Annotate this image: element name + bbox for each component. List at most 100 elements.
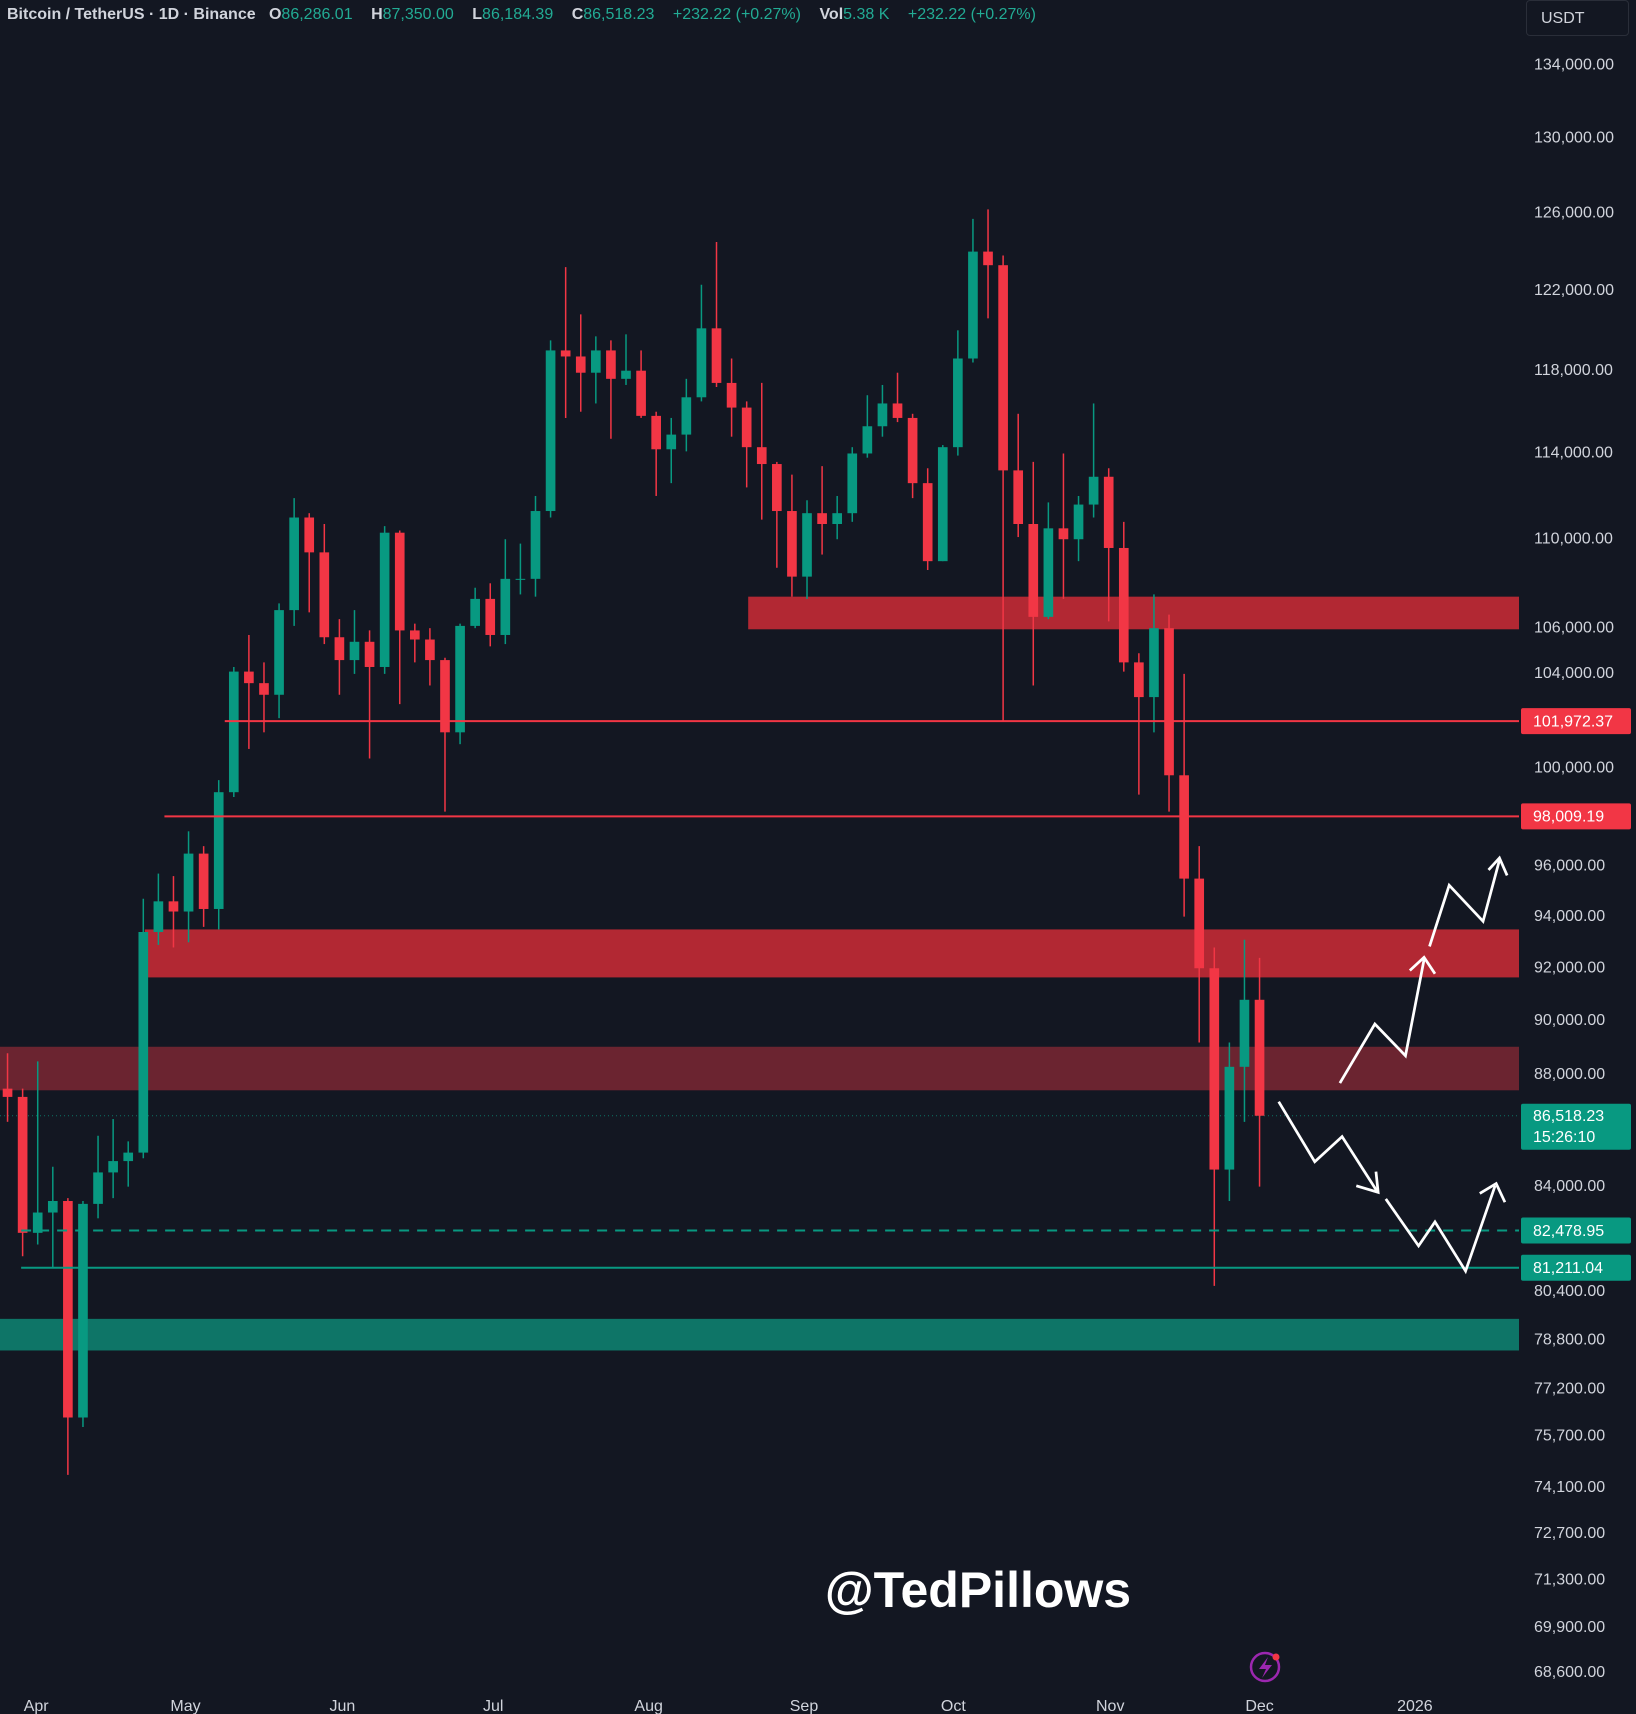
candle-body	[575, 356, 586, 373]
candle-body	[78, 1203, 88, 1418]
candle-body	[47, 1201, 58, 1213]
x-tick-label: Apr	[24, 1698, 50, 1714]
x-tick-label: Nov	[1096, 1698, 1124, 1714]
lightning-icon[interactable]	[1249, 1651, 1281, 1683]
candle-body	[907, 417, 918, 484]
low: 86,184.39	[482, 6, 554, 23]
candle-body	[696, 328, 707, 398]
candle-body	[425, 639, 435, 661]
candle-body	[1164, 628, 1174, 776]
x-tick-label: Aug	[634, 1698, 662, 1714]
arrow-head	[1487, 855, 1509, 876]
candle-body	[937, 447, 948, 562]
y-tick-label: 114,000.00	[1534, 445, 1613, 462]
y-tick-label: 71,300.00	[1534, 1571, 1605, 1588]
x-tick-label: Jul	[483, 1698, 503, 1714]
y-tick-label: 68,600.00	[1534, 1664, 1605, 1681]
candle-body	[1088, 476, 1099, 505]
candle-body	[1103, 476, 1114, 548]
x-tick-label: 2026	[1397, 1698, 1433, 1714]
open-label: O	[268, 6, 282, 23]
candle-body	[892, 403, 903, 418]
candle-body	[651, 415, 661, 450]
candle-body	[953, 358, 963, 448]
price-badge	[1521, 803, 1631, 830]
candle-body	[1073, 504, 1084, 540]
candle-body	[2, 1088, 13, 1097]
candle-body	[606, 350, 616, 379]
candle-body	[1013, 470, 1024, 525]
candle-body	[621, 370, 631, 379]
y-tick-label: 78,800.00	[1534, 1331, 1605, 1348]
vol-change: +232.22 (+0.27%)	[907, 6, 1036, 23]
candle-body	[681, 397, 692, 435]
y-tick-label: 94,000.00	[1534, 908, 1605, 925]
candle-body	[409, 630, 420, 640]
y-tick-label: 90,000.00	[1534, 1012, 1605, 1029]
last-price-label: 86,518.23	[1533, 1108, 1604, 1125]
forecast-arrows	[1277, 855, 1509, 1275]
candle-body	[1254, 999, 1265, 1116]
candle-body	[228, 671, 239, 793]
y-tick-label: 84,000.00	[1534, 1178, 1605, 1195]
candle-body	[485, 598, 496, 635]
candle-body	[455, 625, 465, 733]
candle-body	[983, 251, 993, 266]
price-badge-label: 82,478.95	[1533, 1223, 1604, 1240]
candle-body	[515, 578, 526, 580]
candle-body	[560, 350, 571, 357]
currency-button[interactable]: USDT	[1526, 0, 1629, 36]
last-price-badge	[1521, 1103, 1631, 1150]
candle-body	[862, 426, 873, 454]
y-tick-label: 122,000.00	[1534, 282, 1614, 299]
candle-body	[1194, 878, 1205, 969]
y-tick-label: 134,000.00	[1534, 57, 1614, 74]
candle-body	[832, 513, 843, 525]
y-tick-label: 126,000.00	[1534, 204, 1614, 221]
zone	[748, 596, 1519, 630]
candle-body	[470, 598, 480, 626]
vol: 5.38 K	[843, 6, 890, 23]
candle-body	[847, 453, 858, 514]
candle-body	[334, 637, 345, 661]
y-tick-label: 75,700.00	[1534, 1428, 1605, 1445]
candle-body	[1149, 628, 1159, 698]
change: +232.22 (+0.27%)	[672, 6, 801, 23]
symbol[interactable]: Bitcoin / TetherUS · 1D · Binance	[7, 6, 256, 23]
low-label: L	[472, 6, 483, 23]
candle-body	[1118, 547, 1129, 663]
open: 86,286.01	[281, 6, 353, 23]
candle-body	[1209, 968, 1220, 1170]
arrow-head	[1408, 955, 1437, 975]
high: 87,350.00	[382, 6, 454, 23]
y-tick-label: 106,000.00	[1534, 619, 1614, 636]
watermark: @TedPillows	[825, 1562, 1131, 1618]
candle-body	[153, 901, 164, 932]
alert-dot	[1272, 1653, 1280, 1661]
candle-body	[666, 434, 677, 450]
candle-body	[168, 901, 179, 912]
candle-body	[817, 513, 827, 525]
candle-body	[440, 660, 450, 733]
y-tick-label: 118,000.00	[1534, 362, 1613, 379]
candle-body	[772, 464, 782, 512]
x-tick-label: Jun	[330, 1698, 356, 1714]
price-badge	[1521, 708, 1631, 735]
arrow-path	[1428, 859, 1501, 947]
candle-body	[17, 1096, 28, 1233]
y-tick-label: 130,000.00	[1534, 129, 1614, 146]
candle-body	[349, 641, 360, 661]
candle-body	[591, 350, 601, 373]
countdown-label: 15:26:10	[1533, 1129, 1595, 1146]
arrow-path	[1277, 1100, 1379, 1192]
price-badge	[1521, 1254, 1631, 1281]
arrow-path	[1384, 1185, 1497, 1275]
candle-body	[1058, 528, 1069, 540]
arrow-head	[1355, 1171, 1380, 1195]
candle-body	[922, 483, 933, 562]
vol-label: Vol	[819, 6, 844, 23]
y-tick-label: 80,400.00	[1534, 1283, 1605, 1300]
candle-body	[1043, 528, 1054, 617]
